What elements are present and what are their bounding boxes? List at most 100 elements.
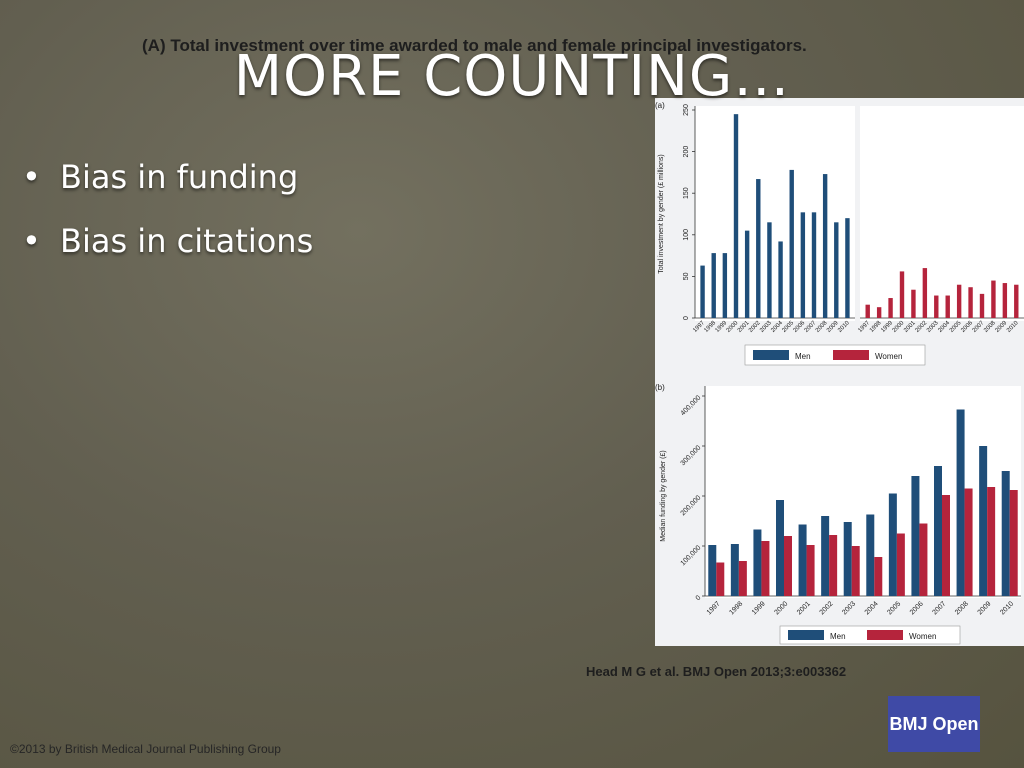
panel-b-women-bar (851, 546, 860, 596)
facet-women-bar (945, 295, 950, 318)
panel-b-x-tick-label: 1999 (751, 600, 767, 616)
bullet-item: • Bias in funding (22, 158, 313, 196)
facet-women-bar (1002, 283, 1008, 318)
panel-a-y-axis-label: Total investment by gender (£ millions) (658, 154, 665, 273)
panel-a-y-tick-label: 100 (683, 229, 690, 241)
facet-men-bar (711, 253, 716, 318)
facet-women-x-tick-label: 2001 (903, 320, 917, 334)
facet-women-bar (899, 271, 905, 318)
panel-b-women-bar (784, 536, 792, 596)
panel-b-men-bar (730, 544, 739, 596)
panel-b-men-bar (798, 524, 807, 596)
panel-a-y-tick-label: 50 (683, 272, 690, 280)
panel-b-x-tick-label: 2005 (886, 600, 902, 616)
facet-women-x-tick-label: 1998 (869, 320, 883, 334)
legend-women-swatch (833, 350, 869, 360)
facet-men-bar (800, 212, 806, 318)
panel-b-men-bar (934, 466, 942, 596)
panel-b-x-tick-label: 2007 (931, 600, 947, 616)
panel-a-y-tick-label: 150 (683, 187, 690, 199)
panel-b-y-tick-label: 300,000 (680, 444, 703, 467)
panel-b-women-bar (964, 488, 973, 596)
facet-women-x-tick-label: 2007 (972, 320, 986, 334)
panel-b-men-bar (956, 409, 965, 596)
facet-men-bar (811, 212, 817, 318)
facet-men-bar (700, 265, 705, 318)
panel-b-women-bar (874, 557, 883, 596)
panel-b-y-axis-label: Median funding by gender (£) (660, 450, 667, 541)
figure-citation: Head M G et al. BMJ Open 2013;3:e003362 (586, 664, 847, 679)
facet-men-x-tick-label: 2010 (837, 320, 851, 334)
legend-women-swatch (867, 630, 903, 640)
panel-a-label: (a) (655, 101, 665, 110)
legend-men-label: Men (830, 632, 846, 641)
facet-women-background (860, 106, 1024, 321)
facet-women-bar (956, 284, 962, 318)
legend-men-swatch (788, 630, 824, 640)
panel-b-women-bar (942, 495, 950, 596)
facet-women-x-tick-label: 2010 (1006, 320, 1020, 334)
panel-b-x-tick-label: 2004 (864, 600, 880, 616)
panel-b-x-tick-label: 1997 (706, 600, 722, 616)
facet-men-bar (789, 169, 794, 318)
figure-title: (A) Total investment over time awarded t… (142, 36, 807, 55)
bullet-text: Bias in funding (60, 158, 299, 196)
figure-panel: (a) 0 50 100 150 200 250 Total investment by ge… (655, 98, 1024, 646)
panel-b-y-tick-label: 0 (695, 594, 703, 602)
panel-b-x-tick-label: 2000 (773, 600, 789, 616)
facet-men-bar (822, 174, 828, 318)
panel-b-label: (b) (655, 383, 665, 392)
bullet-item: • Bias in citations (22, 222, 313, 260)
panel-b-men-bar (821, 516, 830, 596)
facet-men-bar (722, 253, 728, 318)
panel-b-y-tick-label: 400,000 (680, 394, 703, 417)
bullet-icon: • (22, 158, 41, 196)
legend-men-label: Men (795, 352, 811, 361)
panel-b-x-tick-label: 2002 (819, 600, 835, 616)
funding-chart: (a) 0 50 100 150 200 250 Total investment by ge… (655, 101, 1024, 645)
panel-b-men-bar (753, 529, 762, 596)
panel-a-y-tick-label: 200 (683, 146, 690, 158)
facet-women-bar (979, 293, 985, 318)
panel-b-women-bar (806, 545, 815, 596)
panel-b-men-bar (979, 446, 988, 596)
panel-a-y-tick-label: 250 (683, 104, 690, 116)
facet-women-x-tick-label: 2005 (949, 320, 963, 334)
facet-men-background (695, 106, 855, 321)
panel-b-women-bar (761, 541, 770, 596)
panel-b-x-tick-label: 2001 (796, 600, 812, 616)
facet-men-bar (744, 230, 750, 318)
panel-b-men-bar (1001, 471, 1010, 596)
facet-men-bar (834, 222, 839, 318)
panel-b-y-tick-label: 200,000 (680, 494, 703, 517)
facet-women-x-tick-label: 1997 (857, 320, 871, 334)
panel-b-x-tick-label: 2010 (999, 600, 1015, 616)
panel-b-women-bar (896, 533, 905, 596)
facet-women-bar (865, 304, 870, 318)
legend-women-label: Women (909, 632, 936, 641)
panel-b-men-bar (776, 500, 784, 596)
legend-men-swatch (753, 350, 789, 360)
panel-b-x-tick-label: 2006 (909, 600, 925, 616)
facet-women-bar (934, 295, 939, 318)
panel-b-background (705, 386, 1021, 598)
panel-b-men-bar (843, 522, 852, 596)
panel-b-men-bar (866, 514, 875, 596)
panel-b-women-bar (987, 487, 996, 596)
facet-women-bar (968, 287, 973, 318)
facet-men-bar (778, 241, 783, 318)
panel-b-men-bar (708, 545, 717, 596)
panel-b-women-bar (829, 535, 838, 596)
facet-men-bar (845, 218, 850, 318)
facet-women-x-tick-label: 2009 (995, 320, 1009, 334)
facet-women-x-tick-label: 2000 (892, 320, 906, 334)
facet-women-bar (991, 280, 996, 318)
facet-men-bar (733, 114, 739, 318)
bmj-open-logo: BMJ Open (888, 696, 980, 752)
facet-women-x-tick-label: 2004 (937, 320, 951, 334)
panel-b-x-tick-label: 2008 (954, 600, 970, 616)
panel-b-women-bar (738, 561, 747, 596)
facet-women-bar (888, 298, 893, 318)
panel-b-x-tick-label: 2003 (841, 600, 857, 616)
facet-men-bar (756, 179, 761, 318)
